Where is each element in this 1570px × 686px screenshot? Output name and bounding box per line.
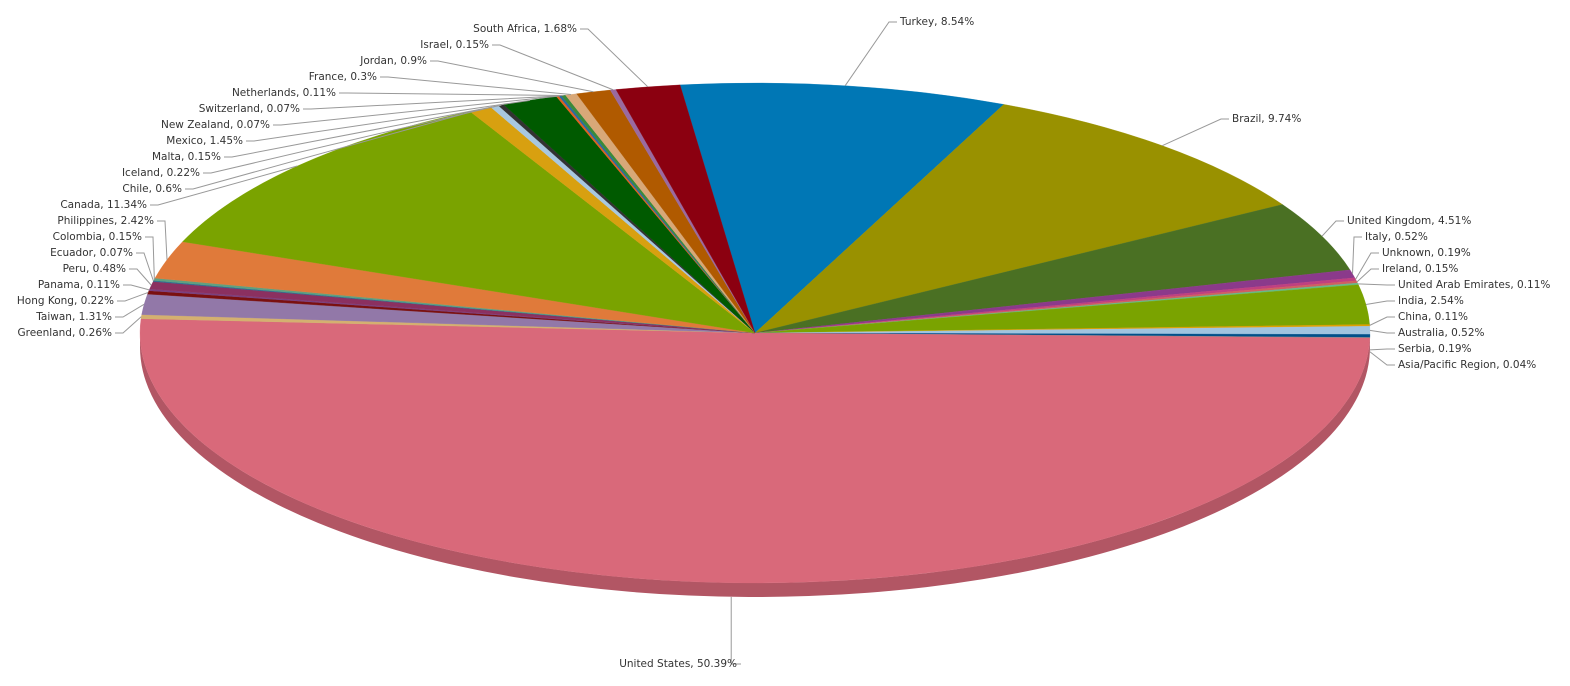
leader-line xyxy=(1369,348,1395,351)
pie-labels: Turkey, 8.54% Brazil, 9.74% United Kingdom… xyxy=(17,16,1551,670)
leader-line xyxy=(150,165,298,206)
data-label: Switzerland, 0.07% xyxy=(199,103,300,115)
leader-line xyxy=(1356,268,1379,283)
data-label: Unknown, 0.19% xyxy=(1382,247,1471,259)
leader-line xyxy=(273,95,558,126)
leader-line xyxy=(730,596,741,665)
leader-line xyxy=(115,316,142,334)
data-label: Australia, 0.52% xyxy=(1398,327,1484,339)
data-label: Mexico, 1.45% xyxy=(166,135,243,147)
data-label: Asia/Pacific Region, 0.04% xyxy=(1398,359,1536,371)
data-label: Serbia, 0.19% xyxy=(1398,343,1472,355)
leader-line xyxy=(185,108,481,190)
data-label: Iceland, 0.22% xyxy=(122,167,200,179)
data-label: Turkey, 8.54% xyxy=(899,16,974,28)
leader-line xyxy=(123,284,150,291)
leader-line xyxy=(380,76,572,95)
data-label: Colombia, 0.15% xyxy=(53,231,142,243)
data-label: Greenland, 0.26% xyxy=(18,327,113,339)
pie-slice xyxy=(754,104,1283,334)
leader-line xyxy=(430,60,594,93)
leader-line xyxy=(1355,252,1379,280)
leader-line xyxy=(115,303,145,318)
data-label: Ecuador, 0.07% xyxy=(50,247,133,259)
leader-line xyxy=(1369,329,1395,334)
leader-line xyxy=(157,220,168,260)
data-label: Ireland, 0.15% xyxy=(1382,263,1458,275)
leader-line xyxy=(339,92,564,96)
data-label: United States, 50.39% xyxy=(619,658,737,670)
leader-line xyxy=(117,291,149,302)
leader-line xyxy=(844,21,897,86)
data-label: Peru, 0.48% xyxy=(63,263,126,275)
pie-slice xyxy=(615,84,756,334)
data-label: United Arab Emirates, 0.11% xyxy=(1398,279,1550,291)
pie-slice xyxy=(679,82,1005,334)
leader-line xyxy=(1358,283,1395,286)
leader-line xyxy=(224,104,502,158)
data-label: Philippines, 2.42% xyxy=(57,215,154,227)
leader-line xyxy=(492,44,614,91)
leader-line xyxy=(1321,220,1344,237)
data-label: China, 0.11% xyxy=(1398,311,1468,323)
leader-line xyxy=(1352,236,1362,274)
data-label: India, 2.54% xyxy=(1398,295,1464,307)
leader-line xyxy=(1369,316,1395,326)
leader-line xyxy=(129,268,152,286)
data-label: Panama, 0.11% xyxy=(38,279,120,291)
pie-slice xyxy=(139,318,1371,584)
data-label: Brazil, 9.74% xyxy=(1232,113,1301,125)
data-label: Chile, 0.6% xyxy=(122,183,182,195)
leader-line xyxy=(580,28,649,88)
data-label: Netherlands, 0.11% xyxy=(232,87,336,99)
data-label: Taiwan, 1.31% xyxy=(35,311,112,323)
leader-line xyxy=(145,236,155,280)
data-label: Israel, 0.15% xyxy=(420,39,489,51)
leader-line xyxy=(1365,300,1395,306)
data-label: France, 0.3% xyxy=(309,71,377,83)
data-label: Malta, 0.15% xyxy=(152,151,221,163)
data-label: Italy, 0.52% xyxy=(1365,231,1428,243)
pie-slice xyxy=(182,111,756,334)
data-label: South Africa, 1.68% xyxy=(473,23,577,35)
leader-line xyxy=(246,99,530,142)
data-label: Jordan, 0.9% xyxy=(359,55,427,67)
pie-slice xyxy=(754,204,1351,334)
data-label: United Kingdom, 4.51% xyxy=(1347,215,1471,227)
pie-tops xyxy=(139,82,1371,584)
leader-line xyxy=(136,252,154,282)
leader-line xyxy=(1369,351,1395,366)
leader-line xyxy=(203,105,495,174)
data-label: Canada, 11.34% xyxy=(60,199,147,211)
data-label: Hong Kong, 0.22% xyxy=(17,295,114,307)
leader-line xyxy=(303,95,561,110)
data-label: New Zealand, 0.07% xyxy=(161,119,270,131)
leader-line xyxy=(1162,118,1229,147)
